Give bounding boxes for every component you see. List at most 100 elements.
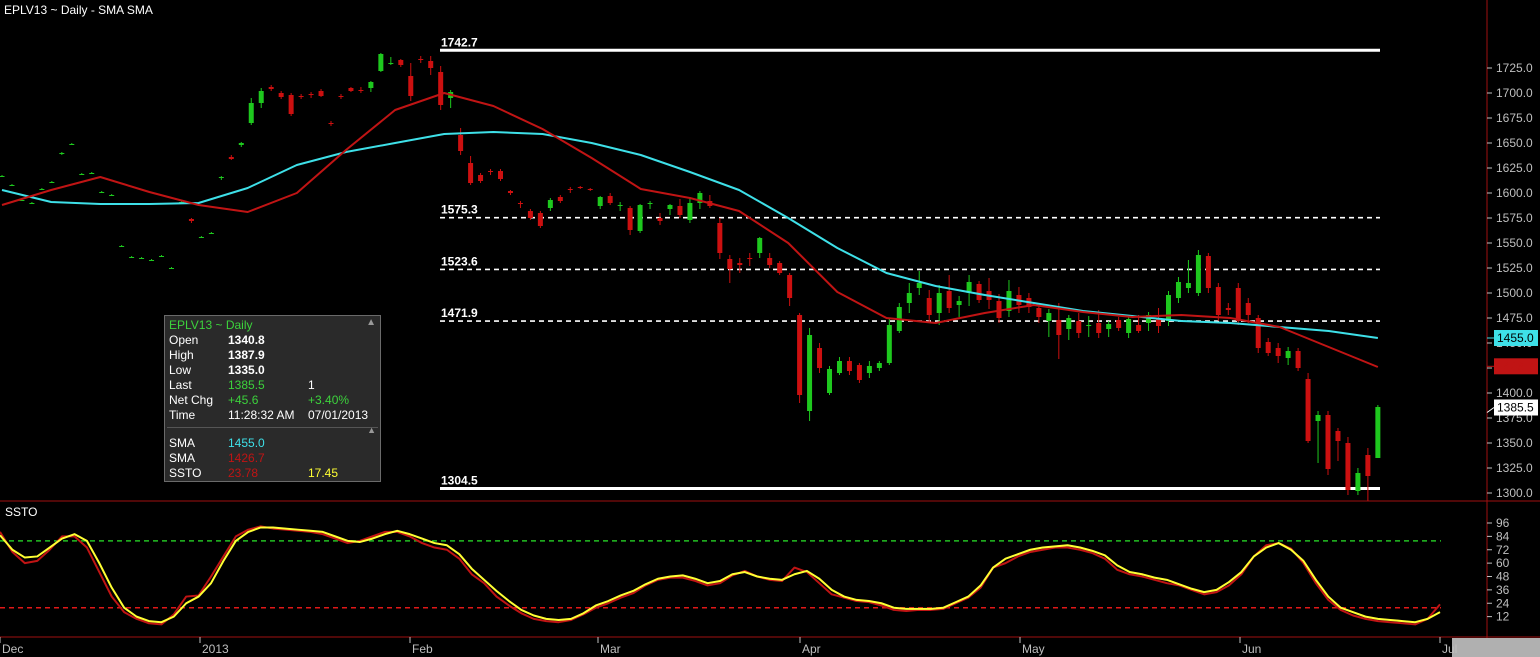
candle-body [358, 90, 364, 91]
candle [318, 89, 324, 97]
candle-body [906, 293, 912, 303]
ssto-tick-label: 72 [1496, 543, 1510, 557]
candle-body [1195, 255, 1201, 293]
candle-body [328, 123, 334, 124]
data-window-indicator-row: SMA 1426.7 [169, 451, 379, 466]
row-value: 1426.7 [228, 451, 265, 465]
candle [398, 59, 404, 67]
candle [966, 275, 972, 306]
data-window-indicator-row: SSTO 23.78 17.45 [169, 466, 379, 481]
candle-body [1295, 351, 1301, 368]
candle [1185, 260, 1191, 293]
y-tick-label: 1500.0 [1496, 286, 1533, 300]
candle [1305, 373, 1311, 443]
candle-body [478, 175, 484, 181]
y-tick-label: 1625.0 [1496, 161, 1533, 175]
ssto-title: SSTO [5, 505, 37, 519]
candle-body [747, 258, 753, 259]
candle [298, 94, 304, 99]
sma-line-1 [1, 131, 1379, 339]
collapse-icon[interactable]: ▲ [366, 317, 376, 328]
candle [836, 357, 842, 375]
candle-body [368, 82, 374, 88]
candle [119, 245, 125, 247]
candle-body [966, 282, 972, 293]
candle-body [1096, 323, 1102, 333]
candle [1175, 277, 1181, 303]
x-tick-label: Feb [412, 642, 433, 656]
candle-body [79, 174, 85, 175]
candle [1245, 298, 1251, 323]
candle [1076, 313, 1082, 338]
candle [916, 271, 922, 295]
x-tick-label: Apr [802, 642, 821, 656]
candle-body [1335, 431, 1341, 441]
candle-body [39, 189, 45, 190]
time-axis-scrollbar[interactable] [1452, 638, 1540, 657]
candle-body [208, 233, 214, 234]
candle [99, 191, 105, 193]
candle [238, 142, 244, 147]
candle [517, 201, 523, 208]
candle-body [49, 182, 55, 183]
price-level-label: 1523.6 [441, 254, 478, 268]
candle-body [976, 284, 982, 300]
candle-body [388, 63, 394, 64]
candle [1136, 315, 1142, 333]
candle [896, 303, 902, 333]
candle [478, 173, 484, 183]
candle [139, 257, 145, 259]
candle-body [587, 189, 593, 190]
candle-body [687, 203, 693, 220]
candle [577, 186, 583, 189]
y-tick-label: 1525.0 [1496, 261, 1533, 275]
data-window-divider [167, 427, 378, 428]
row-value-secondary: 07/01/2013 [308, 408, 369, 422]
candle-body [1136, 325, 1142, 331]
candle [737, 258, 743, 273]
candle-body [1116, 320, 1122, 328]
candle-body [119, 246, 125, 247]
candle [308, 92, 314, 98]
candle-body [1285, 351, 1291, 358]
price-tag-label: 1426.7 [1497, 359, 1534, 373]
candle-body [488, 171, 494, 172]
candle [657, 213, 663, 225]
price-tag-label: 1385.5 [1497, 401, 1534, 415]
row-label: SMA [169, 451, 196, 465]
chart-title: EPLV13 ~ Daily - SMA SMA [4, 3, 153, 17]
data-window-row: Open 1340.8 [169, 333, 379, 348]
candle [717, 218, 723, 259]
ssto-line-2 [0, 525, 1441, 626]
candle [59, 152, 65, 155]
candle [986, 278, 992, 309]
candle [69, 143, 75, 145]
price-tag-box [1494, 330, 1538, 346]
candle [807, 328, 813, 421]
candle-body [527, 211, 533, 218]
candle-body [1205, 256, 1211, 288]
candle [1295, 348, 1301, 371]
data-window[interactable]: EPLV13 ~ Daily ▲ Open 1340.8 High 1387.9 Low… [164, 315, 381, 482]
candle-body [537, 213, 543, 226]
candle [488, 169, 494, 175]
candle-body [258, 91, 264, 103]
candle [926, 290, 932, 323]
y-tick-label: 1400.0 [1496, 386, 1533, 400]
sma-line-2 [1, 92, 1379, 368]
expand-icon[interactable]: ▲ [367, 425, 376, 435]
candle-body [1355, 473, 1361, 491]
row-label: SSTO [169, 466, 202, 480]
candle [817, 343, 823, 373]
row-value: 1335.0 [228, 363, 265, 377]
candle-body [1255, 318, 1261, 348]
candle [767, 253, 773, 268]
y-tick-label: 1575.0 [1496, 211, 1533, 225]
candle-body [667, 205, 673, 209]
candle-body [936, 293, 942, 313]
candle-body [228, 157, 234, 159]
candle [846, 357, 852, 375]
candle [1096, 310, 1102, 338]
